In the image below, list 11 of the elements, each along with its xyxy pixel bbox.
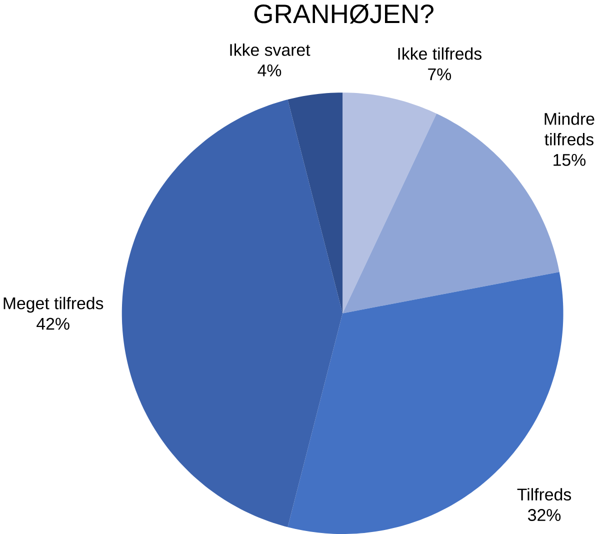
slice-label: Tilfreds bbox=[517, 488, 572, 501]
slice-label: Ikke svaret bbox=[230, 44, 310, 56]
slice-label: Meget tilfreds bbox=[4, 296, 104, 313]
data-label: 4% bbox=[258, 64, 282, 76]
data-label: 7% bbox=[428, 68, 452, 80]
chart-title: GRANHØJEN? bbox=[254, 4, 434, 24]
data-label: 32% bbox=[528, 509, 561, 522]
data-label: 42% bbox=[36, 318, 70, 330]
data-label: 15% bbox=[554, 154, 586, 166]
slice-label: Ikke tilfreds bbox=[398, 47, 482, 60]
slice-label: Mindre tilfreds bbox=[544, 112, 594, 146]
